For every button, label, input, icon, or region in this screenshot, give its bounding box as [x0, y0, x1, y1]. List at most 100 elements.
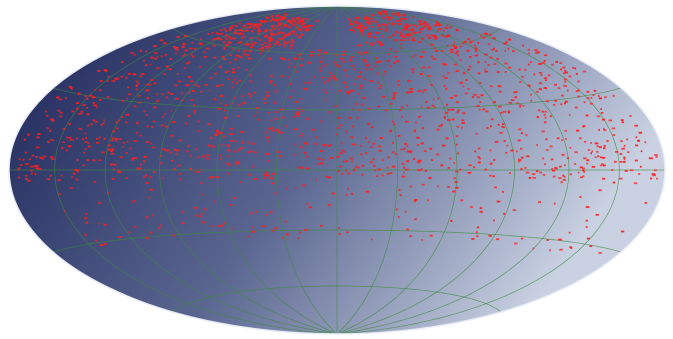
source-point: [381, 174, 384, 177]
source-point: [206, 157, 210, 160]
source-point: [426, 106, 430, 109]
source-point: [467, 38, 471, 40]
source-point: [71, 110, 75, 113]
source-point: [484, 61, 487, 63]
source-point: [178, 80, 182, 83]
source-point: [342, 50, 346, 53]
source-point: [175, 97, 179, 100]
source-point: [243, 49, 247, 52]
source-point: [310, 54, 314, 57]
source-point: [120, 75, 124, 78]
source-point: [249, 150, 253, 153]
source-point: [227, 145, 229, 148]
source-point: [340, 173, 344, 175]
source-point: [398, 13, 400, 16]
source-point: [499, 131, 503, 134]
source-point: [594, 156, 597, 159]
source-point: [351, 143, 356, 146]
source-point: [253, 178, 257, 180]
source-point: [254, 115, 256, 117]
source-point: [492, 37, 494, 39]
source-point: [292, 24, 296, 26]
source-point: [428, 177, 432, 179]
source-point: [446, 72, 450, 74]
source-point: [150, 79, 154, 81]
source-point: [356, 116, 359, 119]
source-point: [271, 229, 275, 232]
source-point: [150, 56, 154, 59]
source-point: [405, 23, 408, 26]
source-point: [327, 204, 332, 206]
source-point: [208, 89, 211, 92]
source-point: [521, 156, 524, 159]
source-point: [447, 109, 451, 111]
source-point: [223, 58, 227, 61]
source-point: [353, 83, 356, 85]
source-point: [400, 43, 403, 45]
source-point: [608, 119, 612, 122]
source-point: [352, 125, 355, 128]
source-point: [320, 162, 323, 165]
source-point: [301, 109, 304, 112]
source-point: [532, 177, 536, 179]
source-point: [270, 75, 273, 77]
source-point: [478, 82, 482, 84]
source-point: [620, 140, 623, 143]
source-point: [103, 119, 105, 122]
source-point: [414, 199, 418, 201]
source-point: [111, 80, 116, 82]
source-point: [402, 28, 405, 31]
source-point: [194, 207, 198, 209]
source-point: [68, 86, 72, 88]
source-point: [106, 96, 110, 98]
source-point: [540, 74, 543, 76]
source-point: [421, 127, 424, 130]
source-point: [320, 150, 323, 152]
source-point: [505, 151, 508, 154]
source-point: [461, 126, 463, 129]
source-point: [227, 172, 230, 175]
source-point: [302, 184, 306, 187]
source-point: [298, 54, 301, 57]
source-point: [272, 19, 276, 22]
source-point: [182, 42, 186, 45]
source-point: [444, 27, 449, 29]
source-point: [290, 39, 293, 42]
source-points: [17, 10, 658, 254]
source-point: [326, 80, 329, 82]
source-point: [277, 32, 280, 35]
source-point: [397, 135, 401, 137]
source-point: [437, 185, 439, 188]
source-point: [417, 169, 422, 171]
source-point: [279, 22, 283, 25]
source-point: [142, 59, 145, 62]
source-point: [197, 130, 201, 133]
source-point: [623, 156, 626, 159]
source-point: [182, 55, 184, 57]
source-point: [404, 120, 409, 123]
source-point: [454, 45, 458, 48]
source-point: [397, 84, 400, 87]
source-point: [94, 89, 97, 91]
source-point: [406, 160, 409, 163]
source-point: [544, 79, 547, 82]
source-point: [107, 144, 111, 147]
source-point: [260, 47, 264, 50]
source-point: [223, 48, 226, 51]
source-point: [197, 156, 199, 159]
source-point: [415, 121, 417, 124]
source-point: [110, 139, 114, 142]
source-point: [299, 36, 302, 39]
source-point: [233, 150, 236, 153]
source-point: [187, 75, 191, 78]
source-point: [405, 28, 408, 31]
source-point: [230, 140, 234, 142]
source-point: [392, 94, 395, 97]
source-point: [484, 70, 488, 73]
source-point: [99, 244, 103, 247]
source-point: [132, 73, 137, 76]
source-point: [101, 151, 105, 154]
source-point: [246, 27, 249, 30]
source-point: [325, 63, 328, 66]
source-point: [336, 127, 340, 129]
